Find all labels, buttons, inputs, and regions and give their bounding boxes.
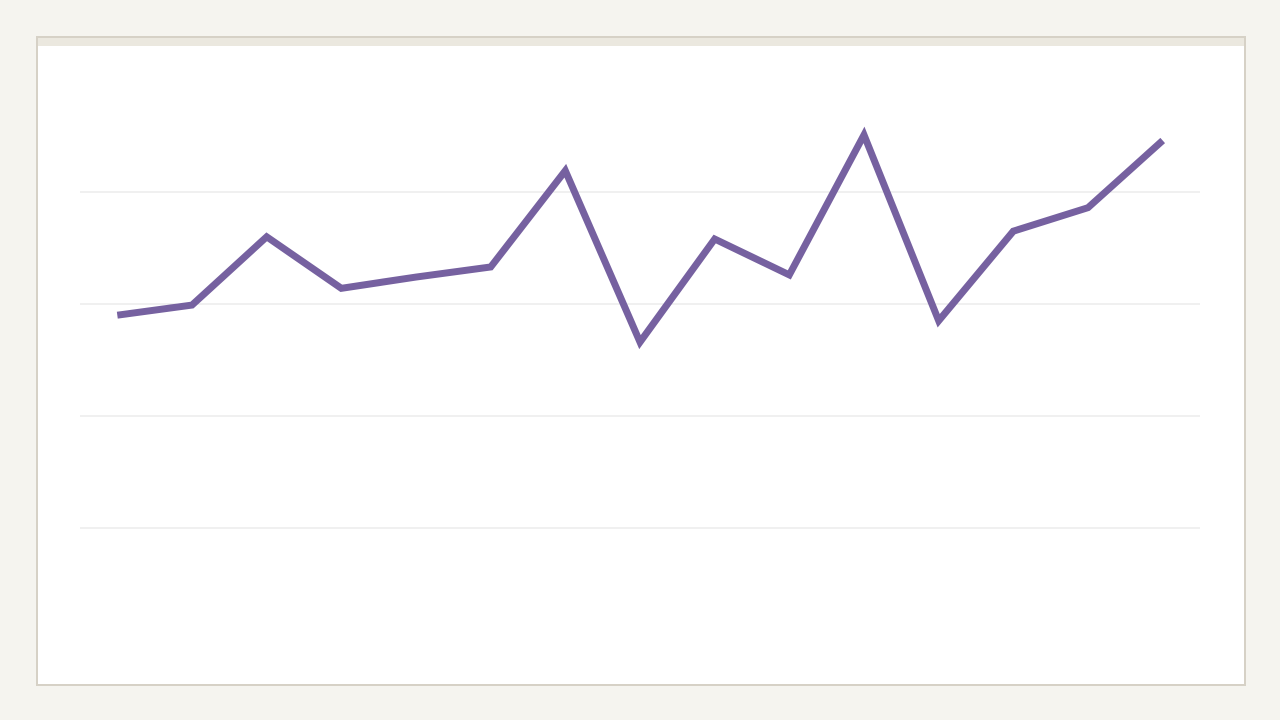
chart-card	[36, 36, 1246, 686]
data-line	[116, 126, 1166, 350]
card-header-strip	[38, 38, 1244, 46]
